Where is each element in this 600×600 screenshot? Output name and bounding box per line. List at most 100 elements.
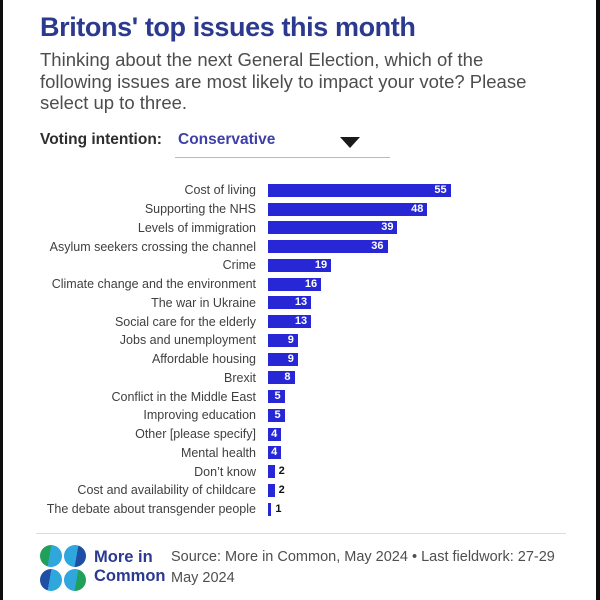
bar-value: 2 [278,483,285,496]
bar: 48 [268,202,428,216]
bar-value: 36 [371,240,384,253]
logo-circle-icon [64,545,86,567]
bar-track: 8 [268,371,570,385]
logo-wordmark: More in Common [94,548,166,585]
bar-track: 36 [268,240,570,254]
bar-label: Cost and availability of childcare [77,483,256,498]
bar-row: Affordable housing 9 [40,350,570,369]
bar: 5 [268,390,285,404]
bar: 5 [268,408,285,422]
bar-track: 4 [268,446,570,460]
bar: 13 [268,315,312,329]
bar-row: Social care for the elderly 13 [40,312,570,331]
bar [268,465,275,479]
bar-track: 4 [268,427,570,441]
chevron-down-icon[interactable] [340,137,360,148]
bar-row: Improving education 5 [40,406,570,425]
bar: 36 [268,240,388,254]
voting-intention-selected[interactable]: Conservative [178,131,276,148]
bar-value: 5 [274,390,281,403]
bar-value: 39 [381,221,394,234]
bar-track: 5 [268,408,570,422]
bar-track: 16 [268,277,570,291]
bar-row: The war in Ukraine 13 [40,294,570,313]
voting-intention-label: Voting intention: [40,131,162,148]
bar-row: Cost and availability of childcare 2 [40,481,570,500]
bar-value: 13 [294,296,308,309]
bar-label: Conflict in the Middle East [111,389,256,404]
bar-value: 13 [294,315,308,328]
page-title: Britons' top issues this month [40,12,416,42]
bar-value: 4 [271,427,278,440]
bar-track: 55 [268,183,570,197]
bar-label: Asylum seekers crossing the channel [49,239,256,254]
bar-label: Climate change and the environment [51,277,256,292]
bar-label: Crime [222,258,256,273]
bar-label: Affordable housing [151,352,256,367]
bar [268,502,272,516]
voting-intention-dropdown[interactable]: Conservative [175,130,393,158]
voting-intention-control: Voting intention: Conservative [40,130,560,160]
bar-value: 1 [275,502,282,515]
bar-value: 48 [411,202,424,215]
bar-track: 39 [268,221,570,235]
bar-track: 1 [268,502,570,516]
footer-divider [36,533,566,534]
bar-value: 8 [284,371,291,384]
bar-track: 2 [268,483,570,497]
bar-label: Levels of immigration [137,220,256,235]
bar-label: Supporting the NHS [144,202,256,217]
bar-row: Other [please specify] 4 [40,425,570,444]
bar-label: Other [please specify] [135,427,256,442]
bar-value: 55 [434,183,447,196]
bar-value: 4 [271,446,278,459]
bar-value: 2 [278,465,285,478]
bar-track: 2 [268,465,570,479]
logo-circle-icon [64,569,86,591]
bar-track: 19 [268,258,570,272]
bar-value: 9 [287,333,294,346]
bar-label: The war in Ukraine [151,295,256,310]
source-text: Source: More in Common, May 2024 • Last … [171,549,555,586]
bar-label: The debate about transgender people [46,502,256,517]
bar: 4 [268,446,282,460]
bar-label: Jobs and unemployment [119,333,256,348]
bar-label: Mental health [180,445,256,460]
bar: 19 [268,258,332,272]
bar-row: Climate change and the environment 16 [40,275,570,294]
bar-row: Levels of immigration 39 [40,219,570,238]
bar-row: Supporting the NHS 48 [40,200,570,219]
logo-circle-icon [40,545,62,567]
bar-row: Conflict in the Middle East 5 [40,387,570,406]
bar-row: Crime 19 [40,256,570,275]
bar-row: Jobs and unemployment 9 [40,331,570,350]
bar-track: 9 [268,333,570,347]
bar [268,483,275,497]
bar-row: Asylum seekers crossing the channel 36 [40,237,570,256]
bar: 16 [268,277,322,291]
bar: 55 [268,183,451,197]
bar-track: 9 [268,352,570,366]
bar-track: 48 [268,202,570,216]
more-in-common-logo-icon [40,545,86,591]
bar-label: Cost of living [184,183,256,198]
bar-label: Brexit [224,370,256,385]
bar: 9 [268,333,298,347]
bar-value: 9 [287,352,294,365]
bar: 13 [268,296,312,310]
bar-label: Don’t know [194,464,256,479]
bar: 4 [268,427,282,441]
bar-row: Cost of living 55 [40,181,570,200]
bar-track: 5 [268,390,570,404]
bar-value: 5 [274,408,281,421]
bar-label: Improving education [143,408,256,423]
dropdown-underline [175,157,390,158]
bar-value: 19 [314,258,328,271]
chart: Cost of living 55 Supporting the NHS 48 … [40,181,570,519]
bar-row: The debate about transgender people 1 [40,500,570,519]
bar: 39 [268,221,398,235]
bar-value: 16 [304,277,318,290]
subtitle: Thinking about the next General Election… [40,49,527,113]
bar-track: 13 [268,315,570,329]
